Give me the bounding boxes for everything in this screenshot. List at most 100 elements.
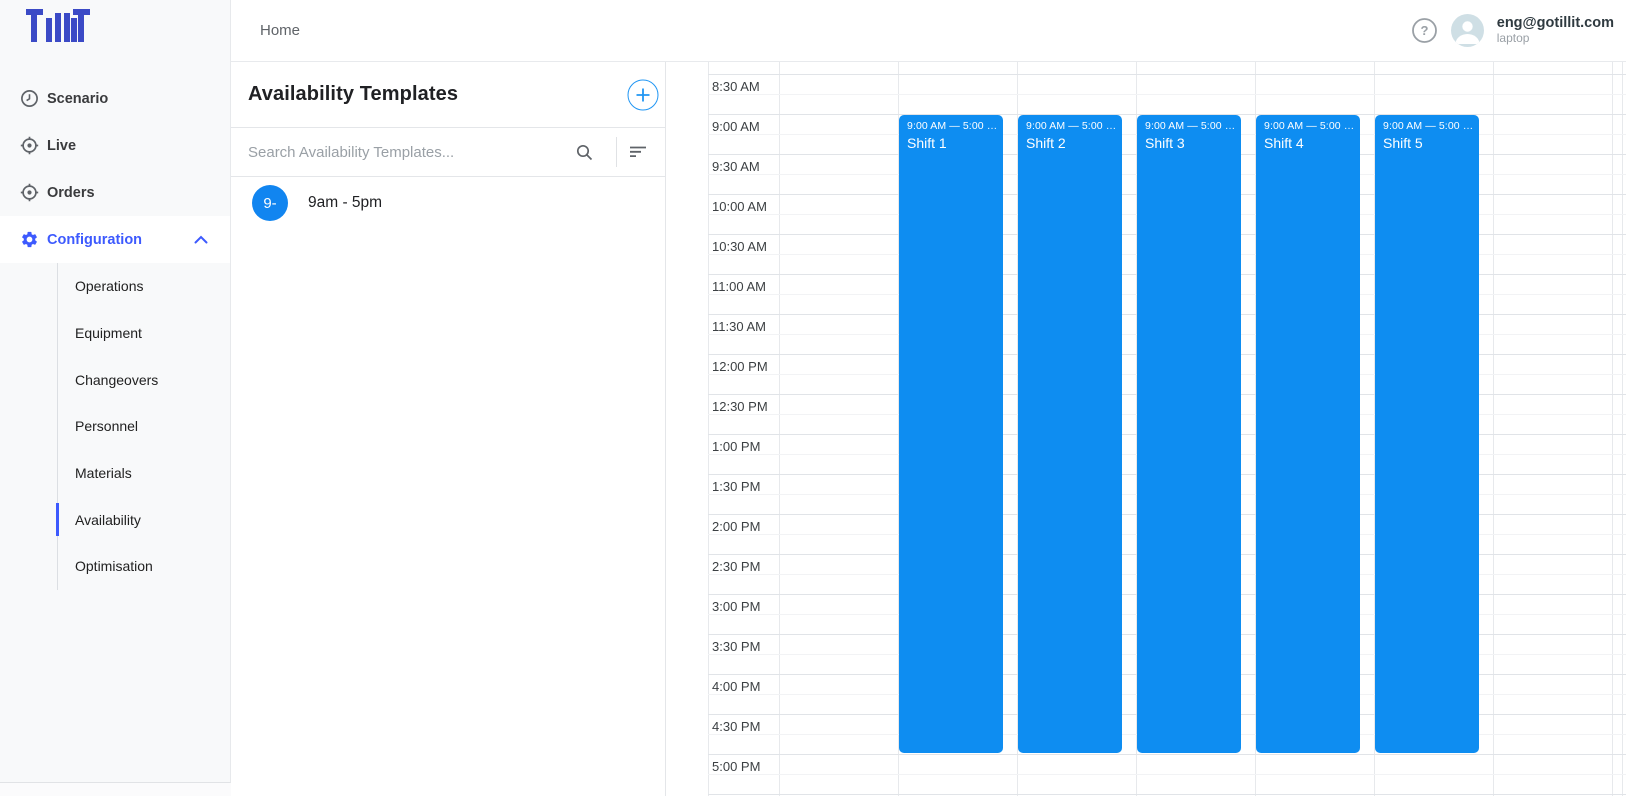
target-icon (20, 136, 39, 155)
time-label: 3:00 PM (712, 599, 761, 614)
template-avatar: 9- (252, 185, 288, 221)
main-area: Home ? eng@gotillit.com laptop (231, 0, 1626, 796)
template-list-item[interactable]: 9- 9am - 5pm (231, 177, 665, 229)
sort-icon[interactable] (629, 146, 647, 158)
calendar-halfhour-line (708, 754, 1626, 755)
subnav-item-operations[interactable]: Operations (58, 263, 230, 310)
search-divider (616, 137, 617, 167)
event-time-range: 9:00 AM — 5:00 … (1026, 120, 1117, 132)
time-label: 11:30 AM (712, 319, 766, 334)
panel-title: Availability Templates (248, 83, 459, 105)
event-time-range: 9:00 AM — 5:00 … (1264, 120, 1355, 132)
time-label: 2:00 PM (712, 519, 761, 534)
subnav-item-label: Personnel (75, 418, 139, 435)
calendar-quarterhour-line (708, 94, 1626, 95)
time-label: 1:30 PM (712, 479, 761, 494)
calendar-event-shift-1[interactable]: 9:00 AM — 5:00 … Shift 1 (899, 115, 1003, 753)
subnav-item-availability[interactable]: Availability (56, 496, 230, 543)
calendar-column-line (708, 62, 709, 796)
time-label: 10:00 AM (712, 199, 767, 214)
subnav-item-label: Operations (75, 278, 144, 295)
event-title: Shift 3 (1145, 135, 1185, 151)
time-label: 3:30 PM (712, 639, 761, 654)
calendar-event-shift-3[interactable]: 9:00 AM — 5:00 … Shift 3 (1137, 115, 1241, 753)
search-row (231, 128, 665, 177)
add-template-button[interactable] (627, 79, 659, 110)
event-title: Shift 5 (1383, 135, 1423, 151)
subnav-item-label: Availability (75, 511, 141, 528)
time-label: 10:30 AM (712, 239, 767, 254)
chevron-up-icon[interactable] (194, 231, 208, 249)
target-icon (20, 183, 39, 202)
user-device: laptop (1496, 30, 1530, 45)
time-label: 9:30 AM (712, 159, 760, 174)
template-label: 9am - 5pm (308, 194, 383, 211)
topbar-right-cluster: ? eng@gotillit.com laptop (1411, 14, 1616, 47)
calendar-column-line (1622, 62, 1623, 796)
search-input[interactable] (248, 143, 571, 161)
time-label: 1:00 PM (712, 439, 761, 454)
calendar-column-line (1493, 62, 1494, 796)
content-row: Availability Templates (231, 62, 1626, 796)
sidebar-item-label: Live (47, 137, 77, 154)
sidebar-item-label: Scenario (47, 90, 109, 107)
time-label: 11:00 AM (712, 279, 766, 294)
calendar-column-line (1374, 62, 1375, 796)
sidebar-item-scenario[interactable]: Scenario (0, 75, 230, 122)
sidebar: Scenario Live Orders Configuration Operatio… (0, 0, 231, 783)
panel-header: Availability Templates (231, 62, 665, 128)
time-label: 2:30 PM (712, 559, 761, 574)
subnav-item-label: Equipment (75, 325, 142, 342)
time-label: 4:00 PM (712, 679, 761, 694)
calendar-halfhour-line (708, 114, 1626, 115)
calendar-event-shift-2[interactable]: 9:00 AM — 5:00 … Shift 2 (1018, 115, 1122, 753)
sidebar-column: Scenario Live Orders Configuration Operatio… (0, 0, 231, 796)
sidebar-item-label: Configuration (47, 231, 143, 248)
calendar-column-line (1136, 62, 1137, 796)
event-time-range: 9:00 AM — 5:00 … (1383, 120, 1474, 132)
subnav-item-optimisation[interactable]: Optimisation (58, 543, 230, 590)
availability-templates-panel: Availability Templates (231, 62, 666, 796)
calendar-column-line (1255, 62, 1256, 796)
brand-logo[interactable] (0, 0, 230, 42)
calendar-column-line (1017, 62, 1018, 796)
calendar-column-line (898, 62, 899, 796)
clock-icon (20, 89, 39, 108)
sidebar-item-orders[interactable]: Orders (0, 169, 230, 216)
time-label: 12:00 PM (712, 359, 768, 374)
subnav-item-equipment[interactable]: Equipment (58, 310, 230, 357)
breadcrumb[interactable]: Home (260, 22, 301, 39)
time-label: 4:30 PM (712, 719, 761, 734)
svg-text:?: ? (1420, 23, 1428, 38)
user-info[interactable]: eng@gotillit.com laptop (1497, 15, 1616, 45)
user-email: eng@gotillit.com (1496, 15, 1614, 32)
topbar: Home ? eng@gotillit.com laptop (231, 0, 1626, 62)
subnav-item-label: Materials (75, 465, 132, 482)
sidebar-item-label: Orders (47, 184, 95, 201)
calendar-event-shift-4[interactable]: 9:00 AM — 5:00 … Shift 4 (1256, 115, 1360, 753)
time-label: 8:30 AM (712, 79, 760, 94)
user-avatar[interactable] (1450, 14, 1484, 47)
sidebar-item-live[interactable]: Live (0, 122, 230, 169)
availability-calendar[interactable]: 8:30 AM 9:00 AM 9:30 AM 10:00 AM 10:30 AM 11:… (666, 62, 1626, 796)
gear-icon (20, 230, 39, 249)
time-label: 5:00 PM (712, 759, 761, 774)
calendar-event-shift-5[interactable]: 9:00 AM — 5:00 … Shift 5 (1375, 115, 1479, 753)
help-icon[interactable]: ? (1411, 17, 1438, 44)
sidebar-nav: Scenario Live Orders Configuration (0, 75, 230, 263)
event-title: Shift 4 (1264, 135, 1304, 151)
tillit-logo-icon (26, 9, 90, 42)
sidebar-item-configuration[interactable]: Configuration (0, 216, 230, 263)
calendar-column-line (1612, 62, 1613, 796)
event-title: Shift 1 (907, 135, 947, 151)
calendar-halfhour-line (708, 794, 1626, 795)
event-time-range: 9:00 AM — 5:00 … (907, 120, 998, 132)
template-list: 9- 9am - 5pm (231, 177, 665, 229)
subnav-item-label: Changeovers (75, 371, 159, 388)
subnav-item-changeovers[interactable]: Changeovers (58, 356, 230, 403)
time-label: 12:30 PM (712, 399, 768, 414)
subnav-item-personnel[interactable]: Personnel (58, 403, 230, 450)
search-icon[interactable] (575, 143, 594, 162)
subnav-item-materials[interactable]: Materials (58, 450, 230, 497)
